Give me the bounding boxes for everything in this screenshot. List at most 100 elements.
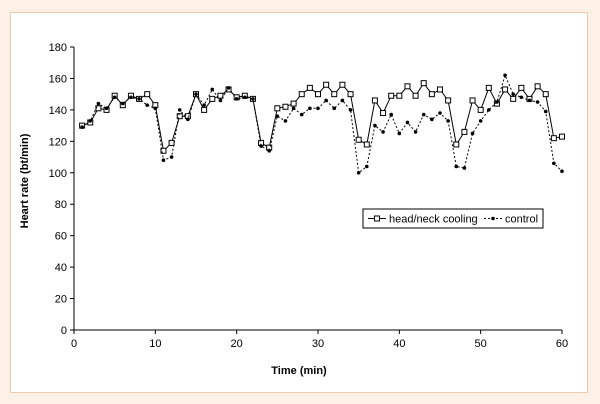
data-point (511, 92, 515, 96)
data-point (534, 83, 541, 90)
data-point (363, 141, 370, 148)
x-axis-title: Time (min) (271, 365, 327, 377)
data-point (470, 131, 475, 136)
data-point (371, 97, 378, 104)
data-point (428, 91, 435, 98)
data-point (80, 125, 84, 129)
data-point (550, 135, 557, 142)
data-point (161, 158, 166, 162)
data-point (397, 131, 402, 136)
data-point (153, 106, 158, 111)
axes (70, 46, 563, 334)
data-point (373, 123, 377, 128)
data-point (552, 161, 556, 166)
data-point (495, 100, 499, 104)
data-point (298, 91, 305, 98)
data-point (243, 95, 247, 100)
data-point (340, 98, 345, 103)
data-point (388, 92, 395, 99)
data-point (259, 144, 263, 148)
data-point (275, 114, 280, 118)
data-point (194, 92, 198, 96)
data-point (339, 81, 346, 88)
data-point (96, 101, 101, 106)
x-tick-label: 0 (71, 338, 77, 350)
data-point (160, 147, 167, 154)
data-point (145, 103, 149, 107)
data-point (323, 81, 330, 88)
data-point (218, 98, 223, 103)
x-tick-label: 50 (475, 338, 487, 350)
x-tick-label: 30 (312, 338, 324, 350)
data-point (543, 109, 548, 114)
data-point (251, 97, 255, 101)
data-point (316, 106, 320, 111)
data-point (510, 95, 517, 102)
data-point (331, 91, 338, 98)
data-point (186, 117, 190, 122)
x-tick-label: 40 (393, 338, 405, 350)
data-point (201, 106, 208, 113)
data-point (137, 97, 141, 101)
data-point (348, 108, 353, 112)
series-line (81, 82, 563, 152)
data-point (356, 170, 361, 175)
data-point (389, 112, 394, 117)
data-point (291, 106, 296, 111)
data-point (104, 106, 109, 111)
data-point (454, 164, 459, 169)
data-point (332, 106, 337, 111)
y-tick-label: 180 (49, 42, 67, 54)
data-point (420, 80, 427, 87)
y-tick-label: 80 (55, 199, 67, 211)
data-point (202, 103, 206, 107)
data-point (413, 130, 418, 134)
data-point (283, 119, 288, 123)
data-point (226, 86, 231, 90)
data-point (355, 136, 362, 143)
data-point (282, 103, 289, 110)
data-point (308, 106, 312, 111)
data-point (438, 111, 442, 115)
data-point (412, 92, 419, 99)
series-control (80, 73, 564, 175)
data-point (121, 101, 125, 106)
data-point (462, 166, 467, 170)
y-axis-title: Heart rate (bt/min) (19, 133, 31, 228)
data-point (396, 92, 403, 99)
y-tick-label: 0 (61, 325, 67, 337)
x-tick-label: 10 (149, 338, 161, 350)
data-point (217, 92, 224, 99)
data-point (365, 164, 369, 169)
data-point (503, 73, 507, 78)
y-tick-label: 120 (49, 136, 67, 148)
series-layer (79, 73, 565, 175)
data-point (542, 91, 549, 98)
data-point (209, 95, 216, 102)
y-tick-label: 40 (55, 262, 67, 274)
legend-label: control (505, 214, 538, 226)
y-tick-labels: 0 20 40 60 80 100 120 140 160 180 (49, 42, 67, 337)
data-point (461, 128, 468, 135)
data-point (169, 155, 174, 159)
data-point (129, 95, 133, 100)
data-point (315, 91, 321, 98)
y-tick-label: 160 (49, 73, 67, 85)
x-tick-label: 20 (231, 338, 243, 350)
data-point (177, 108, 182, 112)
y-tick-label: 140 (49, 105, 67, 117)
data-point (453, 141, 460, 148)
y-tick-label: 100 (49, 168, 67, 180)
data-point (267, 148, 272, 153)
data-point (559, 133, 565, 140)
series-head-neck-cooling (79, 80, 565, 154)
data-point (210, 87, 215, 92)
data-point (535, 100, 540, 104)
data-point (519, 95, 524, 100)
data-point (299, 112, 304, 117)
data-point (477, 106, 484, 113)
legend-box (362, 208, 544, 229)
legend: head/neck cooling control (362, 208, 544, 229)
data-point (437, 86, 443, 93)
data-point (430, 117, 434, 122)
